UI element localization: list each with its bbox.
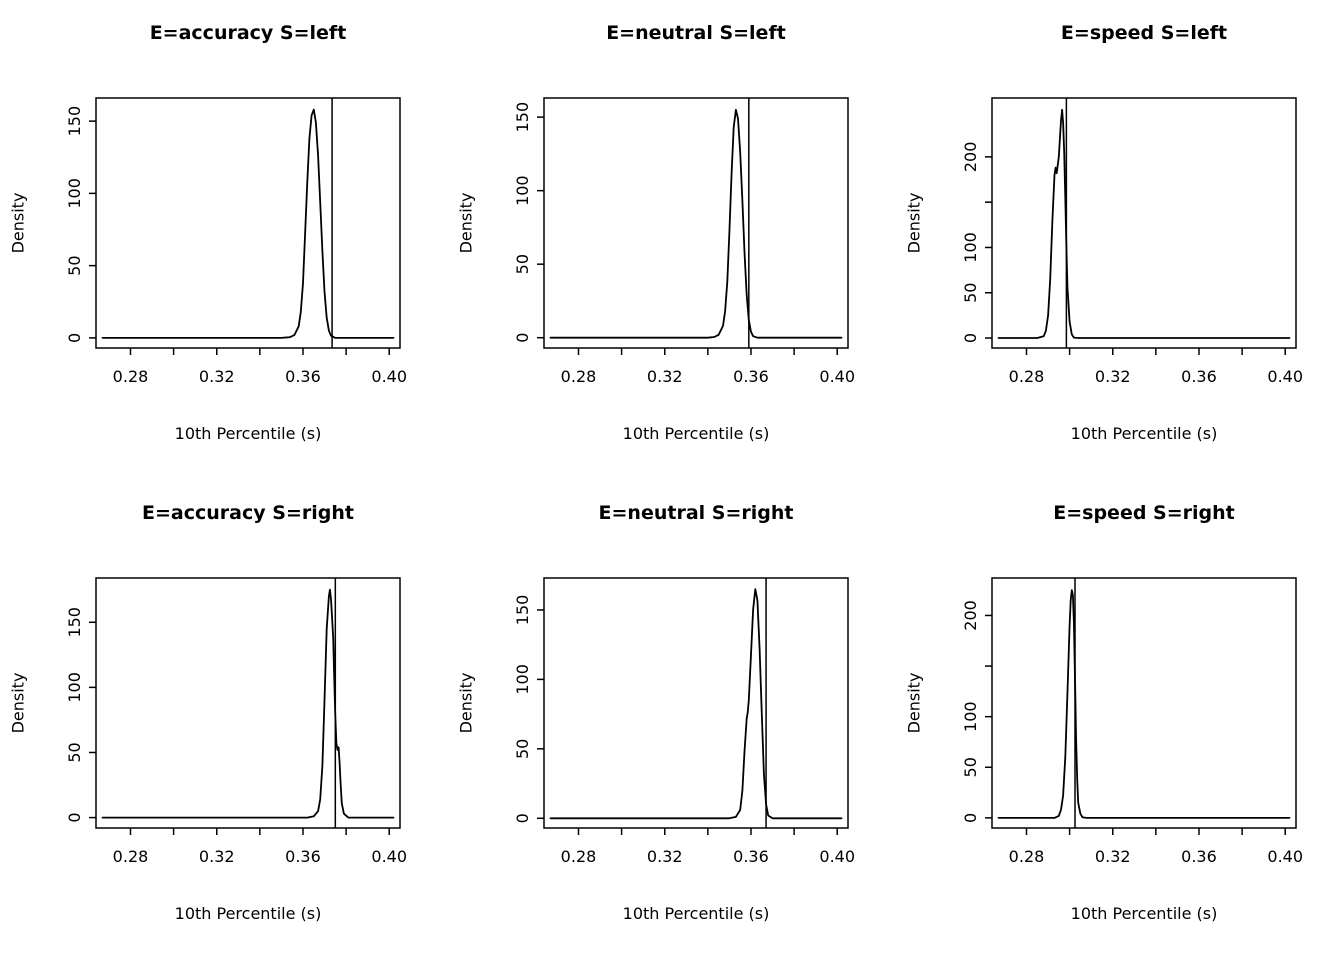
x-tick-label: 0.32 [1095, 847, 1131, 866]
density-curve [997, 108, 1291, 339]
y-tick-label: 100 [65, 672, 84, 703]
x-axis-label: 10th Percentile (s) [622, 424, 770, 443]
x-tick-label: 0.36 [733, 367, 769, 386]
y-tick-label: 100 [65, 178, 84, 209]
y-tick-label: 50 [961, 757, 980, 777]
x-tick-label: 0.36 [285, 847, 321, 866]
y-tick-label: 150 [65, 106, 84, 137]
density-curve [101, 588, 395, 819]
density-plot-svg: 0.28 0.32 0.36 0.40 0 50 100 150 [513, 97, 855, 386]
density-plot-svg: 0.28 0.32 0.36 0.40 0 50 100 150 [65, 577, 407, 866]
density-curve [549, 588, 843, 820]
x-tick-label: 0.32 [647, 847, 683, 866]
x-axis-label: 10th Percentile (s) [1070, 424, 1218, 443]
y-tick-label: 50 [513, 254, 532, 274]
x-tick-label: 0.32 [199, 367, 235, 386]
y-tick-label: 0 [513, 333, 532, 343]
y-tick-label: 50 [65, 742, 84, 762]
plot-box [543, 97, 849, 349]
y-tick-label: 200 [961, 142, 980, 173]
panel-neutral-left: E=neutral S=left 0.28 0.32 0.36 0.40 0 50 100 1… [448, 0, 896, 480]
x-tick-label: 0.40 [819, 367, 855, 386]
panel-title: E=neutral S=right [598, 502, 794, 524]
y-tick-label: 150 [513, 102, 532, 133]
x-tick-label: 0.36 [1181, 367, 1217, 386]
density-plot-svg: 0.28 0.32 0.36 0.40 0 50 100 200 [961, 97, 1303, 386]
y-tick-label: 200 [961, 600, 980, 631]
x-tick-label: 0.28 [113, 847, 149, 866]
y-tick-label: 50 [961, 283, 980, 303]
x-tick-label: 0.40 [371, 847, 407, 866]
x-axis-label: 10th Percentile (s) [174, 904, 322, 923]
y-axis-label: Density [456, 192, 476, 254]
plot-box [95, 97, 401, 349]
x-tick-label: 0.28 [561, 367, 597, 386]
panel-speed-left: E=speed S=left 0.28 0.32 0.36 0.40 0 50 100 200… [896, 0, 1344, 480]
plot-box [95, 577, 401, 829]
density-curve [101, 108, 395, 339]
density-curve [549, 108, 843, 339]
y-tick-label: 0 [65, 333, 84, 343]
x-tick-label: 0.40 [1267, 367, 1303, 386]
y-tick-label: 150 [513, 595, 532, 626]
panel-title: E=neutral S=left [606, 22, 786, 44]
panel-title: E=speed S=left [1060, 22, 1228, 44]
x-tick-label: 0.28 [113, 367, 149, 386]
panel-title: E=accuracy S=left [149, 22, 347, 44]
plot-box [991, 97, 1297, 349]
panel-speed-right: E=speed S=right 0.28 0.32 0.36 0.40 0 50 100 20… [896, 480, 1344, 960]
x-tick-label: 0.36 [1181, 847, 1217, 866]
x-tick-label: 0.28 [1009, 367, 1045, 386]
y-tick-label: 0 [65, 812, 84, 822]
x-tick-label: 0.36 [733, 847, 769, 866]
panel-title: E=accuracy S=right [142, 502, 354, 524]
x-tick-label: 0.32 [199, 847, 235, 866]
plot-box [543, 577, 849, 829]
y-tick-label: 0 [513, 813, 532, 823]
x-tick-label: 0.32 [647, 367, 683, 386]
panel-accuracy-left: E=accuracy S=left 0.28 0.32 0.36 0.40 0 50 100… [0, 0, 448, 480]
panel-neutral-right: E=neutral S=right 0.28 0.32 0.36 0.40 0 50 100… [448, 480, 896, 960]
plot-box [991, 577, 1297, 829]
y-tick-label: 100 [513, 664, 532, 695]
x-tick-label: 0.40 [371, 367, 407, 386]
x-axis-label: 10th Percentile (s) [622, 904, 770, 923]
y-tick-label: 100 [961, 232, 980, 263]
x-tick-label: 0.28 [561, 847, 597, 866]
density-curve [997, 589, 1291, 819]
y-axis-label: Density [904, 672, 924, 734]
y-axis-label: Density [456, 672, 476, 734]
x-tick-label: 0.32 [1095, 367, 1131, 386]
y-tick-label: 100 [513, 175, 532, 206]
x-axis-label: 10th Percentile (s) [1070, 904, 1218, 923]
x-tick-label: 0.40 [819, 847, 855, 866]
y-axis-label: Density [8, 672, 28, 734]
y-tick-label: 0 [961, 333, 980, 343]
density-plot-svg: 0.28 0.32 0.36 0.40 0 50 100 150 [65, 97, 407, 386]
y-tick-label: 50 [65, 255, 84, 275]
density-plot-svg: 0.28 0.32 0.36 0.40 0 50 100 200 [961, 577, 1303, 866]
y-tick-label: 150 [65, 607, 84, 638]
y-tick-label: 100 [961, 701, 980, 732]
y-tick-label: 0 [961, 813, 980, 823]
y-axis-label: Density [904, 192, 924, 254]
x-tick-label: 0.40 [1267, 847, 1303, 866]
x-tick-label: 0.36 [285, 367, 321, 386]
panel-accuracy-right: E=accuracy S=right 0.28 0.32 0.36 0.40 0 50 10… [0, 480, 448, 960]
y-axis-label: Density [8, 192, 28, 254]
x-tick-label: 0.28 [1009, 847, 1045, 866]
panel-title: E=speed S=right [1053, 502, 1235, 524]
density-plot-svg: 0.28 0.32 0.36 0.40 0 50 100 150 [513, 577, 855, 866]
x-axis-label: 10th Percentile (s) [174, 424, 322, 443]
y-tick-label: 50 [513, 739, 532, 759]
